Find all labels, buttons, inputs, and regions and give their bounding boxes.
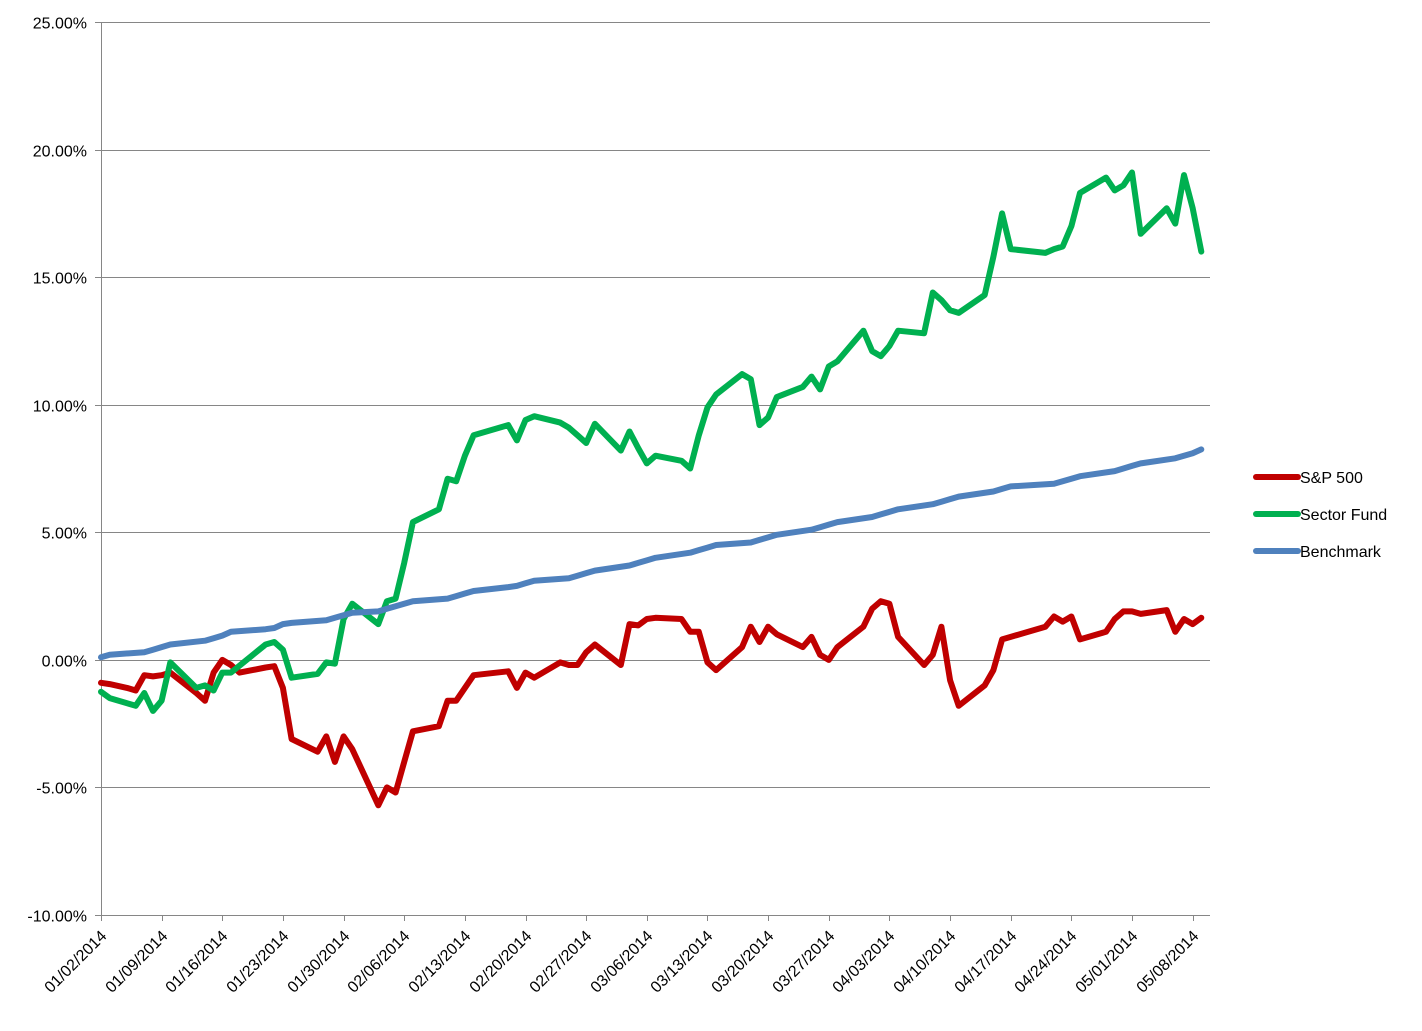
x-tick-label: 05/08/2014 [1134,928,1203,997]
legend-label-benchmark: Benchmark [1300,544,1382,561]
y-tick-label: 0.00% [42,654,87,671]
x-tick-label: 05/01/2014 [1073,928,1142,997]
series-line-benchmark [98,446,1205,661]
x-tick-label: 01/02/2014 [42,928,111,997]
x-tick-label: 04/03/2014 [830,928,899,997]
y-tick-label: 20.00% [33,144,87,161]
y-tick-label: -10.00% [27,909,87,926]
axes [101,22,1194,921]
x-tick-label: 02/13/2014 [406,928,475,997]
x-tick-label: 03/27/2014 [770,928,839,997]
x-tick-label: 02/06/2014 [345,928,414,997]
x-tick-label: 04/24/2014 [1012,928,1081,997]
x-axis-tick-labels: 01/02/201401/09/201401/16/201401/23/2014… [42,928,1203,997]
x-tick-label: 04/10/2014 [891,928,960,997]
y-tick-label: -5.00% [36,781,87,798]
x-tick-label: 03/13/2014 [648,928,717,997]
legend-label-sector-fund: Sector Fund [1300,507,1387,524]
series-lines [98,169,1205,809]
legend: S&P 500 Sector Fund Benchmark [1253,470,1387,561]
y-axis-tick-labels: -10.00% -5.00% 0.00% 5.00% 10.00% 15.00% 20.00… [27,16,87,926]
x-tick-label: 01/09/2014 [103,928,172,997]
x-tick-label: 03/06/2014 [588,928,657,997]
x-tick-label: 02/20/2014 [467,928,536,997]
x-tick-label: 03/20/2014 [709,928,778,997]
x-tick-label: 04/17/2014 [952,928,1021,997]
y-tick-label: 15.00% [33,271,87,288]
legend-label-s-p-500: S&P 500 [1300,470,1363,487]
x-tick-label: 01/23/2014 [224,928,293,997]
x-tick-label: 01/30/2014 [285,928,354,997]
y-tick-label: 10.00% [33,399,87,416]
gridlines [95,22,1210,916]
x-tick-label: 02/27/2014 [527,928,596,997]
series-line-s-p-500 [98,598,1205,809]
series-line-sector-fund [98,169,1205,714]
y-tick-label: 25.00% [33,16,87,33]
x-tick-label: 01/16/2014 [163,928,232,997]
y-tick-label: 5.00% [42,526,87,543]
